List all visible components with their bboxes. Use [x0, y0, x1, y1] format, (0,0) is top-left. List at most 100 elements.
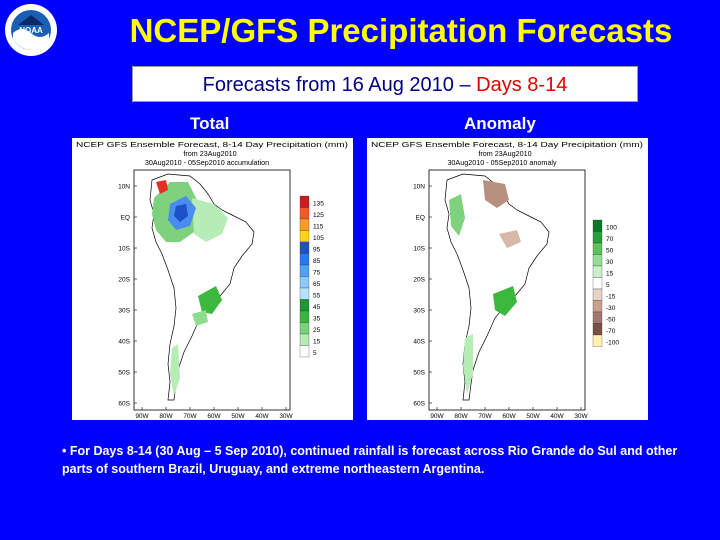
total-blue-core	[174, 204, 188, 222]
total-legend-swatch	[299, 218, 310, 231]
anomaly-legend-label: 50	[606, 248, 614, 255]
slide-title: NCEP/GFS Precipitation Forecasts	[129, 12, 673, 49]
total-y-tick-label: 20S	[118, 277, 130, 284]
total-y-axis: 10N EQ 10S 20S 30S 40S 50S 60S	[118, 184, 137, 408]
total-legend-label: 115	[313, 224, 324, 231]
total-green-chile	[170, 344, 180, 396]
anomaly-legend-label: -15	[606, 294, 616, 301]
anomaly-header-line3: 30Aug2010 - 05Sep2010 anomaly	[447, 158, 557, 167]
anomaly-map-panel: NCEP GFS Ensemble Forecast, 8-14 Day Pre…	[367, 138, 648, 420]
subtitle-highlight: Days 8-14	[476, 74, 568, 96]
anomaly-y-axis: 10N EQ 10S 20S 30S 40S 50S 60S	[413, 184, 432, 408]
anomaly-x-tick-label: 90W	[430, 413, 444, 420]
total-legend-swatch	[299, 345, 310, 358]
total-y-tick-label: 10N	[118, 184, 130, 191]
total-legend-label: 65	[313, 281, 321, 288]
anomaly-header-line1: NCEP GFS Ensemble Forecast, 8-14 Day Pre…	[371, 140, 643, 149]
total-panel-label: Total	[190, 114, 230, 133]
anomaly-x-axis: 90W 80W 70W 60W 50W 40W 30W	[430, 407, 589, 420]
total-legend-swatch	[299, 276, 310, 289]
total-legend-label: 45	[313, 304, 321, 311]
total-y-tick-label: 30S	[118, 308, 130, 315]
anomaly-panel-label: Anomaly	[464, 114, 536, 133]
anomaly-y-tick-label: 20S	[413, 277, 425, 284]
anomaly-brown-central	[499, 230, 521, 248]
bullet-text: • For Days 8-14 (30 Aug – 5 Sep 2010), c…	[62, 444, 678, 476]
noaa-logo: NOAA	[5, 4, 57, 56]
total-header-line3: 30Aug2010 - 05Sep2010 accumulation	[145, 158, 269, 167]
total-green-uruguay	[192, 310, 208, 326]
total-x-tick-label: 60W	[207, 413, 221, 420]
total-header-line2: from 23Aug2010	[183, 149, 236, 158]
anomaly-header-line2: from 23Aug2010	[478, 149, 531, 158]
total-red-peak	[156, 180, 168, 194]
total-y-tick-label: 60S	[118, 401, 130, 408]
anomaly-legend-label: -50	[606, 317, 616, 324]
total-legend-label: 15	[313, 339, 321, 346]
total-legend-label: 25	[313, 327, 321, 334]
anomaly-legend-swatch	[592, 277, 603, 290]
total-legend-label: 95	[313, 247, 321, 254]
total-legend-swatch	[299, 310, 310, 323]
total-x-tick-label: 40W	[255, 413, 269, 420]
anomaly-legend-swatch	[592, 219, 603, 232]
total-legend-swatch	[299, 333, 310, 346]
total-legend-swatch	[299, 241, 310, 254]
anomaly-x-tick-label: 70W	[478, 413, 492, 420]
total-legend: 135 125 115 105 95 85 75 65 55 45 35 25 15 5	[299, 195, 324, 358]
anomaly-x-tick-label: 30W	[574, 413, 588, 420]
anomaly-x-tick-label: 50W	[526, 413, 540, 420]
total-legend-label: 85	[313, 258, 321, 265]
anomaly-x-tick-label: 60W	[502, 413, 516, 420]
total-x-tick-label: 90W	[135, 413, 149, 420]
anomaly-x-tick-label: 40W	[550, 413, 564, 420]
anomaly-legend-label: -30	[606, 305, 616, 312]
total-map: NCEP GFS Ensemble Forecast, 8-14 Day Pre…	[76, 140, 348, 420]
anomaly-brown-north	[483, 180, 509, 208]
subtitle-box: Forecasts from 16 Aug 2010 – Days 8-14	[132, 66, 638, 102]
anomaly-legend-label: 70	[606, 236, 614, 243]
total-legend-swatch	[299, 230, 310, 243]
anomaly-legend-label: 100	[606, 225, 617, 232]
anomaly-legend-label: 30	[606, 259, 614, 266]
anomaly-legend-swatch	[592, 334, 603, 347]
anomaly-legend: 100 70 50 30 15 5 -15 -30 -50 -70 -100	[592, 219, 619, 347]
total-legend-swatch	[299, 264, 310, 277]
total-legend-label: 75	[313, 270, 321, 277]
anomaly-x-tick-label: 80W	[454, 413, 468, 420]
anomaly-y-tick-label: 50S	[413, 370, 425, 377]
anomaly-legend-swatch	[592, 265, 603, 278]
anomaly-legend-swatch	[592, 231, 603, 244]
subtitle-main: Forecasts from 16 Aug 2010 –	[202, 74, 477, 96]
total-y-tick-label: EQ	[121, 215, 130, 222]
total-x-axis: 90W 80W 70W 60W 50W 40W 30W	[135, 407, 294, 420]
total-y-tick-label: 50S	[118, 370, 130, 377]
total-y-tick-label: 40S	[118, 339, 130, 346]
total-x-tick-label: 30W	[279, 413, 293, 420]
total-legend-label: 35	[313, 316, 321, 323]
anomaly-legend-swatch	[592, 300, 603, 313]
anomaly-green-south	[493, 286, 517, 316]
anomaly-legend-swatch	[592, 323, 603, 336]
total-legend-label: 125	[313, 212, 324, 219]
total-header-line1: NCEP GFS Ensemble Forecast, 8-14 Day Pre…	[76, 140, 348, 149]
total-x-tick-label: 50W	[231, 413, 245, 420]
anomaly-y-tick-label: 10S	[413, 246, 425, 253]
total-green-south-brazil	[198, 286, 222, 314]
anomaly-green-chile	[463, 334, 473, 394]
anomaly-legend-swatch	[592, 288, 603, 301]
anomaly-legend-label: 15	[606, 271, 614, 278]
total-legend-label: 105	[313, 235, 324, 242]
total-green-amazon	[192, 198, 228, 242]
anomaly-y-tick-label: 30S	[413, 308, 425, 315]
anomaly-legend-swatch	[592, 311, 603, 324]
total-legend-swatch	[299, 322, 310, 335]
anomaly-green-west	[449, 194, 465, 236]
anomaly-y-tick-label: 40S	[413, 339, 425, 346]
anomaly-y-tick-label: EQ	[416, 215, 425, 222]
total-legend-label: 5	[313, 350, 317, 357]
total-legend-swatch	[299, 299, 310, 312]
total-map-panel: NCEP GFS Ensemble Forecast, 8-14 Day Pre…	[72, 138, 353, 420]
total-x-tick-label: 70W	[183, 413, 197, 420]
anomaly-legend-swatch	[592, 242, 603, 255]
